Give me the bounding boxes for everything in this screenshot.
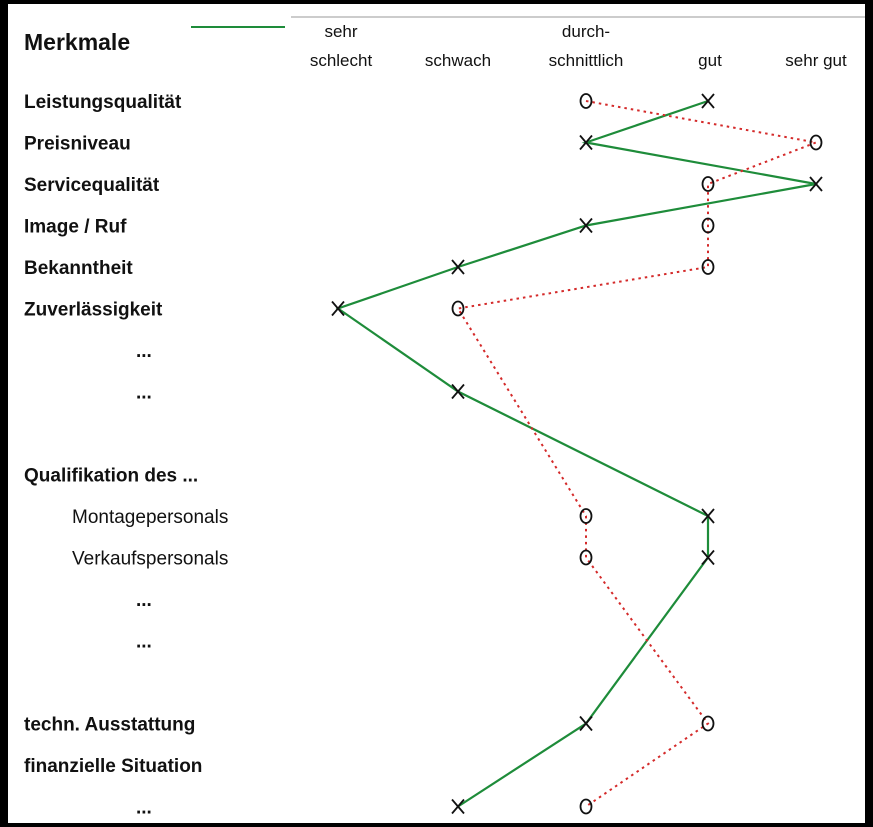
row-label-9: Qualifikation des ... <box>24 466 198 487</box>
row-label-1: Preisniveau <box>24 134 131 155</box>
series-0-mark-2 <box>809 176 823 192</box>
series-0-mark-3 <box>579 217 593 234</box>
series-1-mark-9 <box>579 798 593 815</box>
row-label-0: Leistungsqualität <box>24 92 182 113</box>
row-label-7: ... <box>136 383 152 404</box>
series-0-mark-7 <box>701 508 715 524</box>
row-label-15: techn. Ausstattung <box>24 715 195 736</box>
row-label-2: Servicequalität <box>24 175 160 196</box>
profile-chart: Merkmale sehr schlecht schwach durch-schnit… <box>24 16 865 819</box>
row-label-17: ... <box>136 798 152 819</box>
series-1-mark-7 <box>579 549 593 566</box>
column-header-3-line-2: schnittlich <box>549 51 624 70</box>
column-header-5-line-2: sehr gut <box>785 51 847 70</box>
row-label-3: Image / Ruf <box>24 217 127 238</box>
column-header-1-line-1: sehr <box>324 22 357 41</box>
series-0-mark-4 <box>451 259 465 275</box>
series-1-mark-6 <box>579 508 593 524</box>
series-0-mark-9 <box>579 715 593 732</box>
column-header-4-line-2: gut <box>698 51 722 70</box>
series-lines <box>335 99 820 808</box>
row-label-5: Zuverlässigkeit <box>24 300 163 321</box>
row-label-4: Bekanntheit <box>24 258 133 279</box>
series-0-line <box>335 99 817 808</box>
row-label-13: ... <box>136 632 152 653</box>
column-header-1-line-2: schlecht <box>310 51 373 70</box>
row-label-12: ... <box>136 590 152 611</box>
series-1-mark-1 <box>809 134 823 151</box>
series-1-mark-2 <box>701 176 715 192</box>
series-1-mark-8 <box>701 715 715 732</box>
column-headers: sehr schlecht schwach durch-schnittlich gut s… <box>310 22 847 70</box>
series-0-mark-0 <box>701 93 715 109</box>
series-1-mark-0 <box>579 93 593 109</box>
chart-title: Merkmale <box>24 29 130 55</box>
series-0-mark-1 <box>579 134 593 151</box>
row-label-10: Montagepersonals <box>72 507 228 528</box>
series-1-mark-5 <box>451 300 465 317</box>
series-1-mark-3 <box>701 217 715 234</box>
row-label-11: Verkaufspersonals <box>72 549 228 570</box>
column-header-2-line-2: schwach <box>425 51 491 70</box>
series-1-line <box>456 100 820 808</box>
row-label-16: finanzielle Situation <box>24 756 202 777</box>
row-labels: Leistungsqualität Preisniveau Servicequali… <box>24 92 228 819</box>
series-marks <box>331 93 823 815</box>
column-header-3-line-1: durch- <box>562 22 610 41</box>
chart-frame: Merkmale sehr schlecht schwach durch-schnit… <box>8 4 865 823</box>
series-1-mark-4 <box>701 259 715 275</box>
series-0-mark-5 <box>331 300 345 317</box>
series-0-mark-10 <box>451 798 465 815</box>
row-label-6: ... <box>136 341 152 362</box>
chart-header: Merkmale sehr schlecht schwach durch-schnit… <box>24 16 865 70</box>
series-0-mark-6 <box>451 383 465 400</box>
series-0-mark-8 <box>701 549 715 566</box>
